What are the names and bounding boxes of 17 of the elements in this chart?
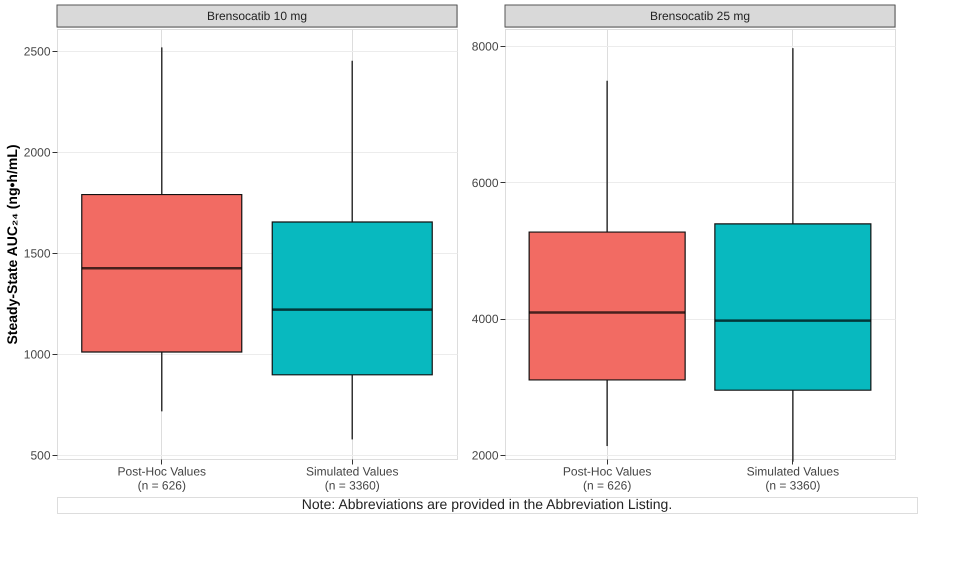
- text: Note: Abbreviations are provided in the Abbreviation Listing.: [302, 496, 672, 512]
- y-tick-label: 2500: [24, 44, 51, 59]
- chart-title: Brensocatib 25 mg: [650, 9, 750, 23]
- x-tick-label: Simulated Values (n = 3360): [306, 464, 398, 492]
- x-tick-label: Post-Hoc Values (n = 626): [562, 464, 652, 492]
- x-tick-label: Simulated Values (n = 3360): [746, 464, 840, 492]
- y-tick-label: 2000: [472, 448, 499, 462]
- y-tick-label: 6000: [472, 176, 499, 190]
- y-tick-label: 4000: [472, 312, 499, 326]
- y-tick-label: 1000: [24, 348, 51, 362]
- y-tick-label: 2000: [24, 146, 51, 160]
- y-axis-title: Steady-State AUC₂₄ (ng•h/mL): [4, 144, 20, 345]
- y-tick-label: 8000: [472, 40, 499, 54]
- chart-title: Brensocatib 10 mg: [206, 9, 308, 23]
- y-tick-label: 500: [30, 448, 51, 462]
- x-tick-label: Post-Hoc Values (n = 626): [118, 464, 206, 492]
- y-tick-label: 1500: [24, 246, 51, 261]
